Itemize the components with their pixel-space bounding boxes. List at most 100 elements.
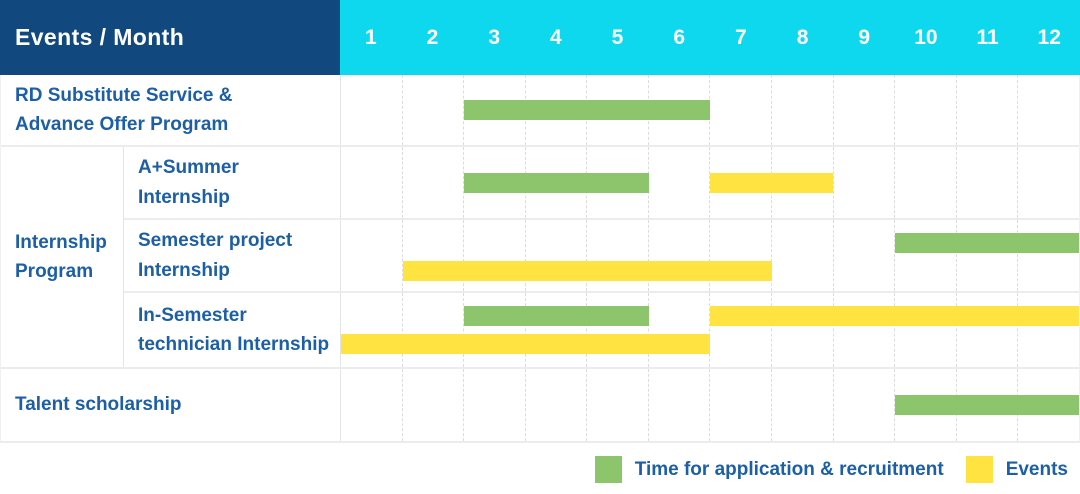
gantt-track-semester-project-internship [340, 220, 1079, 291]
month-header-cell-12: 12 [1037, 25, 1061, 49]
month-header-cell-7: 7 [735, 25, 747, 49]
events-month-header: Events / Month [0, 0, 340, 75]
row-label-rd-substitute: RD Substitute Service & Advance Offer Pr… [15, 84, 233, 135]
grid-column [524, 369, 587, 441]
grid-column [463, 147, 525, 218]
legend-swatch-event [965, 456, 993, 483]
table-row-semester-project-internship: Semester project Internship [124, 220, 1079, 293]
month-header-cell-6: 6 [673, 25, 686, 49]
grid-column [401, 75, 464, 145]
grid-column [832, 75, 895, 145]
grid-column [894, 75, 956, 145]
table-row-rd-substitute: RD Substitute Service & Advance Offer Pr… [1, 75, 1079, 147]
grid-column [586, 369, 648, 441]
grid-column [955, 75, 1018, 145]
grid-column [771, 369, 833, 441]
grid-column [709, 293, 771, 367]
grid-column [586, 220, 648, 291]
internship-program-subrows: A+Summer Internship Semester project Int… [124, 147, 1079, 367]
grid-column [647, 369, 710, 441]
grid-column [401, 293, 464, 367]
grid-column [463, 75, 525, 145]
gantt-bar-event [710, 172, 833, 193]
month-header-cell-2: 2 [426, 25, 439, 49]
grid-column [832, 293, 895, 367]
month-header-cell-11: 11 [976, 25, 999, 49]
gantt-bar-event [341, 334, 710, 354]
grid-column [647, 293, 710, 367]
month-header-cell-4: 4 [550, 25, 562, 49]
grid-column [709, 369, 771, 441]
month-header-row: 1 2 3 4 5 6 7 8 9 10 11 12 [340, 0, 1080, 75]
gantt-track-talent-scholarship [340, 369, 1079, 441]
grid-column [341, 147, 402, 218]
gantt-bar-application [894, 395, 1079, 415]
grid-column [894, 147, 956, 218]
grid-column [771, 75, 833, 145]
legend: Time for application & recruitment Events [0, 443, 1080, 494]
row-label-semester-project-internship: Semester project Internship [138, 230, 293, 281]
table-row-in-semester-technician-internship: In-Semester technician Internship [124, 293, 1079, 367]
legend-swatch-application [594, 456, 622, 483]
month-header-cell-3: 3 [488, 25, 501, 49]
grid-column [955, 147, 1018, 218]
grid-column [832, 147, 895, 218]
grid-column [341, 75, 402, 145]
month-header-cell-1: 1 [364, 25, 377, 49]
gantt-bar-application [464, 100, 710, 120]
grid-column [955, 293, 1018, 367]
grid-column [709, 75, 771, 145]
table-body: RD Substitute Service & Advance Offer Pr… [0, 75, 1080, 443]
grid-column [647, 147, 710, 218]
grid-column [894, 220, 956, 291]
gantt-track-in-semester-technician-internship [340, 293, 1079, 367]
gantt-track-a-summer-internship [340, 147, 1079, 218]
internship-program-group: Internship Program A+Summer Internship S… [1, 147, 1079, 369]
group-label-internship-program: Internship Program [1, 147, 124, 367]
month-header-cell-10: 10 [914, 25, 938, 49]
grid-column [586, 293, 648, 367]
month-header-cell-5: 5 [611, 25, 624, 49]
gantt-bar-event [710, 306, 1079, 326]
grid-column [771, 293, 833, 367]
gantt-bar-application [894, 233, 1079, 253]
gantt-bar-event [402, 261, 772, 281]
grid-column [709, 147, 771, 218]
grid-column [955, 220, 1018, 291]
grid-column [524, 293, 587, 367]
grid-column [524, 220, 587, 291]
grid-column [647, 220, 710, 291]
grid-column [341, 369, 402, 441]
grid-column [1017, 147, 1079, 218]
row-label-talent-scholarship: Talent scholarship [15, 394, 182, 416]
legend-item-application: Time for application & recruitment [594, 456, 944, 483]
grid-column [1017, 75, 1079, 145]
month-header-cell-8: 8 [796, 25, 809, 49]
grid-column [709, 220, 771, 291]
grid-column [771, 220, 833, 291]
legend-item-event: Events [965, 456, 1068, 483]
gantt-track-rd-substitute [340, 75, 1079, 145]
row-label-a-summer-internship: A+Summer Internship [138, 157, 239, 208]
grid-column [401, 147, 464, 218]
gantt-bar-application [464, 306, 649, 326]
table-row-talent-scholarship: Talent scholarship [1, 369, 1079, 441]
legend-label-event: Events [1005, 458, 1068, 480]
grid-column [341, 220, 402, 291]
grid-column [1017, 293, 1079, 367]
grid-column [401, 220, 464, 291]
gantt-bar-application [464, 172, 649, 193]
grid-column [1017, 220, 1079, 291]
grid-column [832, 369, 895, 441]
legend-label-application: Time for application & recruitment [634, 458, 944, 480]
month-header-cell-9: 9 [858, 25, 871, 49]
grid-column [401, 369, 464, 441]
grid-column [894, 293, 956, 367]
table-header-row: Events / Month 1 2 3 4 5 6 7 8 9 10 11 12 [0, 0, 1080, 75]
table-row-a-summer-internship: A+Summer Internship [124, 147, 1079, 220]
row-label-in-semester-technician-internship: In-Semester technician Internship [138, 304, 330, 355]
grid-column [463, 369, 525, 441]
grid-column [463, 220, 525, 291]
grid-column [463, 293, 525, 367]
